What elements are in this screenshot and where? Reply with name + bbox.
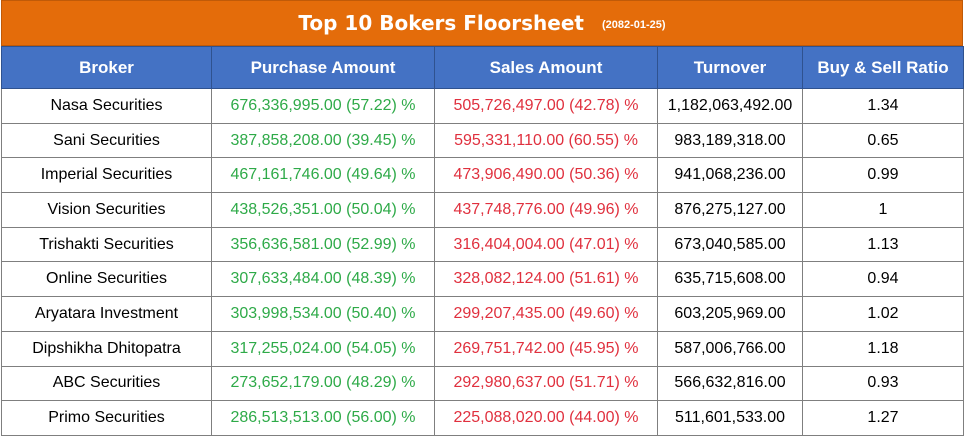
- buy-sell-ratio: 1.02: [802, 296, 964, 332]
- table-row: Imperial Securities 467,161,746.00 (49.6…: [1, 157, 964, 194]
- table-row: Nasa Securities 676,336,995.00 (57.22) %…: [1, 88, 964, 124]
- sales-amount: 595,331,110.00 (60.55) %: [434, 122, 658, 159]
- broker-name: Sani Securities: [1, 122, 212, 159]
- turnover: 566,632,816.00: [657, 365, 803, 402]
- turnover: 603,205,969.00: [657, 296, 803, 332]
- page-title: Top 10 Bokers Floorsheet: [298, 11, 584, 35]
- table-row: Aryatara Investment 303,998,534.00 (50.4…: [1, 296, 964, 332]
- sales-amount: 225,088,020.00 (44.00) %: [434, 400, 658, 436]
- broker-name: Online Securities: [1, 261, 212, 298]
- broker-name: ABC Securities: [1, 365, 212, 402]
- turnover: 941,068,236.00: [657, 157, 803, 194]
- buy-sell-ratio: 1.27: [802, 400, 964, 436]
- table-row: Online Securities 307,633,484.00 (48.39)…: [1, 261, 964, 298]
- broker-table: Broker Purchase Amount Sales Amount Turn…: [1, 46, 964, 436]
- column-header-purchase: Purchase Amount: [211, 46, 435, 89]
- broker-name: Aryatara Investment: [1, 296, 212, 332]
- purchase-amount: 676,336,995.00 (57.22) %: [211, 88, 435, 124]
- broker-name: Trishakti Securities: [1, 226, 212, 263]
- sales-amount: 292,980,637.00 (51.71) %: [434, 365, 658, 402]
- turnover: 876,275,127.00: [657, 192, 803, 228]
- purchase-amount: 273,652,179.00 (48.29) %: [211, 365, 435, 402]
- table-row: Primo Securities 286,513,513.00 (56.00) …: [1, 400, 964, 436]
- broker-name: Primo Securities: [1, 400, 212, 436]
- buy-sell-ratio: 0.94: [802, 261, 964, 298]
- turnover: 1,182,063,492.00: [657, 88, 803, 124]
- sales-amount: 269,751,742.00 (45.95) %: [434, 330, 658, 367]
- buy-sell-ratio: 0.93: [802, 365, 964, 402]
- table-row: ABC Securities 273,652,179.00 (48.29) % …: [1, 365, 964, 402]
- title-bar: Top 10 Bokers Floorsheet (2082-01-25): [1, 0, 963, 46]
- sales-amount: 316,404,004.00 (47.01) %: [434, 226, 658, 263]
- turnover: 635,715,608.00: [657, 261, 803, 298]
- purchase-amount: 286,513,513.00 (56.00) %: [211, 400, 435, 436]
- turnover: 673,040,585.00: [657, 226, 803, 263]
- purchase-amount: 438,526,351.00 (50.04) %: [211, 192, 435, 228]
- table-row: Dipshikha Dhitopatra 317,255,024.00 (54.…: [1, 330, 964, 367]
- broker-name: Dipshikha Dhitopatra: [1, 330, 212, 367]
- purchase-amount: 387,858,208.00 (39.45) %: [211, 122, 435, 159]
- turnover: 587,006,766.00: [657, 330, 803, 367]
- title-date: (2082-01-25): [601, 19, 666, 31]
- turnover: 983,189,318.00: [657, 122, 803, 159]
- buy-sell-ratio: 1.13: [802, 226, 964, 263]
- column-header-ratio: Buy & Sell Ratio: [802, 46, 964, 89]
- purchase-amount: 303,998,534.00 (50.40) %: [211, 296, 435, 332]
- column-header-broker: Broker: [1, 46, 212, 89]
- buy-sell-ratio: 0.99: [802, 157, 964, 194]
- purchase-amount: 307,633,484.00 (48.39) %: [211, 261, 435, 298]
- buy-sell-ratio: 1.34: [802, 88, 964, 124]
- sales-amount: 437,748,776.00 (49.96) %: [434, 192, 658, 228]
- purchase-amount: 317,255,024.00 (54.05) %: [211, 330, 435, 367]
- purchase-amount: 467,161,746.00 (49.64) %: [211, 157, 435, 194]
- buy-sell-ratio: 1.18: [802, 330, 964, 367]
- sales-amount: 505,726,497.00 (42.78) %: [434, 88, 658, 124]
- table-row: Vision Securities 438,526,351.00 (50.04)…: [1, 192, 964, 228]
- column-header-turnover: Turnover: [657, 46, 803, 89]
- table-header-row: Broker Purchase Amount Sales Amount Turn…: [1, 46, 964, 89]
- sales-amount: 299,207,435.00 (49.60) %: [434, 296, 658, 332]
- turnover: 511,601,533.00: [657, 400, 803, 436]
- purchase-amount: 356,636,581.00 (52.99) %: [211, 226, 435, 263]
- buy-sell-ratio: 0.65: [802, 122, 964, 159]
- broker-name: Vision Securities: [1, 192, 212, 228]
- buy-sell-ratio: 1: [802, 192, 964, 228]
- table-row: Trishakti Securities 356,636,581.00 (52.…: [1, 226, 964, 263]
- sales-amount: 473,906,490.00 (50.36) %: [434, 157, 658, 194]
- column-header-sales: Sales Amount: [434, 46, 658, 89]
- sales-amount: 328,082,124.00 (51.61) %: [434, 261, 658, 298]
- broker-name: Imperial Securities: [1, 157, 212, 194]
- broker-name: Nasa Securities: [1, 88, 212, 124]
- table-row: Sani Securities 387,858,208.00 (39.45) %…: [1, 122, 964, 159]
